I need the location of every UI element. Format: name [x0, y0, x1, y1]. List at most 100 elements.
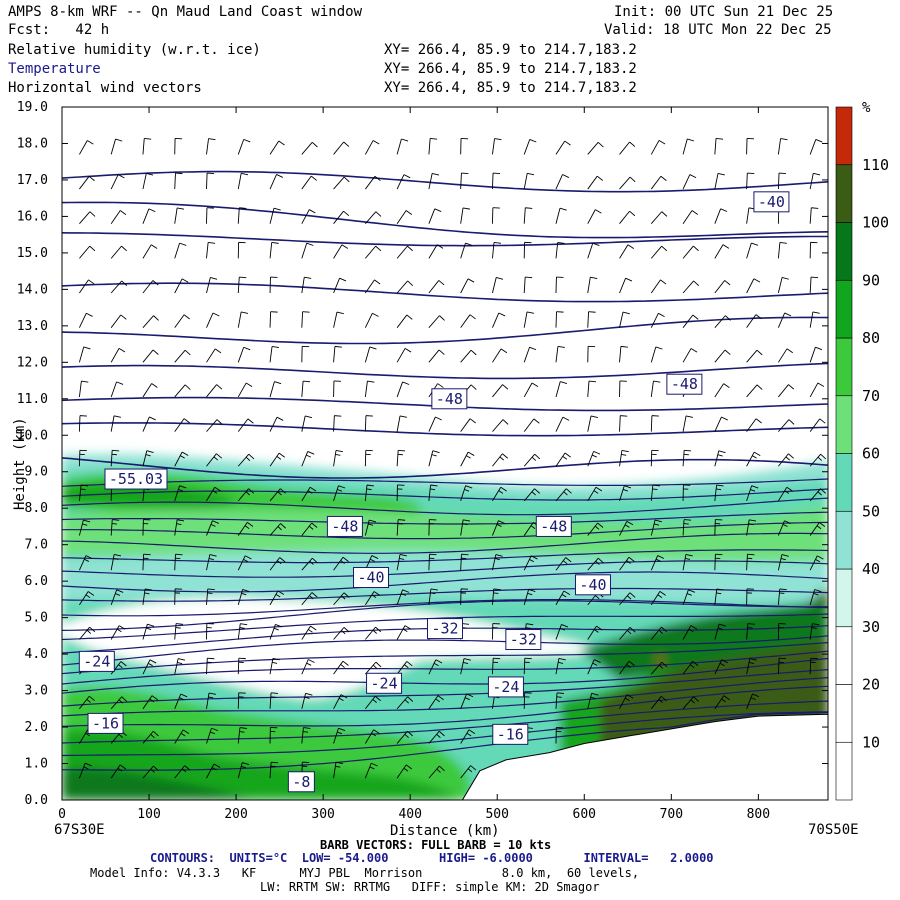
wind-barb	[333, 311, 344, 328]
wind-barb	[460, 765, 477, 779]
wind-barb	[364, 140, 380, 155]
wind-barb	[333, 210, 350, 224]
wind-barb	[682, 589, 696, 606]
wind-barb	[78, 555, 93, 571]
wind-barb	[428, 553, 437, 571]
wind-barb	[777, 172, 787, 190]
wind-barb	[650, 380, 661, 398]
wind-barb	[777, 138, 788, 155]
field-wind-name: Horizontal wind vectors	[8, 80, 202, 96]
wind-barb	[492, 312, 506, 328]
isotherm-line	[62, 587, 828, 602]
wind-barb	[619, 592, 636, 606]
wind-barb	[460, 172, 469, 190]
wind-barb	[333, 141, 350, 155]
wind-barb	[110, 519, 120, 536]
wind-barb	[174, 485, 187, 502]
wind-barb	[110, 625, 126, 640]
wind-barb	[110, 314, 127, 328]
wind-barb	[110, 589, 124, 606]
wind-barb	[174, 242, 187, 259]
wind-barb	[206, 520, 219, 536]
contour-label-text: -40	[357, 569, 384, 587]
wind-barb	[396, 696, 414, 710]
isotherm-line	[62, 478, 828, 487]
colorbar-tick-label: 110	[862, 156, 889, 174]
y-tick-label: 4.0	[25, 647, 48, 662]
wind-barb	[650, 626, 667, 640]
wind-barb	[619, 449, 629, 467]
wind-barb	[333, 176, 350, 190]
isotherm-line	[62, 657, 828, 694]
isotherm-line	[62, 488, 828, 501]
wind-barb	[778, 486, 793, 502]
wind-barb	[269, 242, 279, 259]
wind-barb	[364, 591, 381, 606]
contour-label-text: -24	[83, 652, 110, 670]
wind-barb	[142, 588, 153, 605]
wind-barb	[110, 764, 127, 779]
wind-barb	[523, 657, 532, 675]
wind-barb	[237, 207, 247, 224]
wind-barb	[206, 727, 219, 744]
wind-barb	[491, 623, 500, 640]
wind-barb	[714, 659, 729, 675]
colorbar-tick-label: 90	[862, 271, 880, 289]
wind-barb	[269, 590, 285, 606]
y-tick-label: 5.0	[25, 611, 48, 626]
wind-barb	[174, 451, 189, 467]
wind-barb	[79, 626, 96, 640]
wind-barb	[428, 349, 445, 363]
wind-barb	[142, 519, 151, 536]
wind-barb	[746, 485, 759, 502]
model-info: Model Info: V4.3.3 KF MYJ PBL Morrison 8…	[90, 866, 640, 880]
wind-barb	[237, 453, 255, 467]
wind-barb	[301, 380, 311, 398]
wind-barb	[301, 625, 317, 640]
colorbar-swatch	[835, 279, 853, 339]
wind-barb	[492, 348, 508, 363]
wind-barb	[333, 450, 343, 467]
wind-barb	[79, 279, 95, 294]
wind-barb	[237, 555, 252, 571]
contour-label-text: -55.03	[109, 470, 163, 488]
wind-barb	[746, 418, 762, 432]
wind-barb	[174, 349, 191, 363]
wind-barb	[619, 380, 627, 397]
wind-barb	[206, 588, 215, 605]
wind-barb	[777, 657, 787, 675]
wind-barb	[746, 349, 763, 363]
contour-label: -40	[574, 574, 611, 596]
colorbar-tick-label: 100	[862, 214, 889, 232]
y-tick-label: 14.0	[17, 282, 48, 297]
contour-label-text: -32	[510, 631, 537, 649]
wind-barb	[110, 449, 120, 467]
wind-barb	[237, 346, 251, 363]
wind-barb	[460, 658, 471, 675]
wind-barb	[555, 140, 571, 155]
wind-barb	[174, 553, 183, 571]
wind-barb	[682, 661, 699, 675]
wind-barb	[809, 623, 820, 640]
colorbar-tick-label: 80	[862, 329, 880, 347]
wind-barb	[206, 242, 216, 259]
wind-barb	[523, 276, 533, 294]
wind-barb	[174, 278, 189, 294]
wind-barb	[555, 488, 572, 502]
wind-barb	[650, 140, 666, 155]
contour-label: -24	[366, 672, 403, 694]
init-time: Init: 00 UTC Sun 21 Dec 25	[614, 4, 834, 20]
wind-barb	[650, 279, 667, 294]
wind-barb	[619, 660, 635, 675]
wind-barb	[650, 695, 667, 710]
wind-barb	[269, 692, 279, 709]
wind-barb	[746, 588, 754, 605]
wind-barb	[142, 244, 158, 259]
wind-barb	[428, 315, 445, 328]
wind-barb	[396, 174, 411, 190]
isotherm-line	[62, 571, 828, 593]
wind-barb	[428, 730, 445, 744]
wind-barb	[428, 172, 440, 190]
wind-barb	[269, 523, 286, 536]
wind-barb	[460, 519, 471, 536]
